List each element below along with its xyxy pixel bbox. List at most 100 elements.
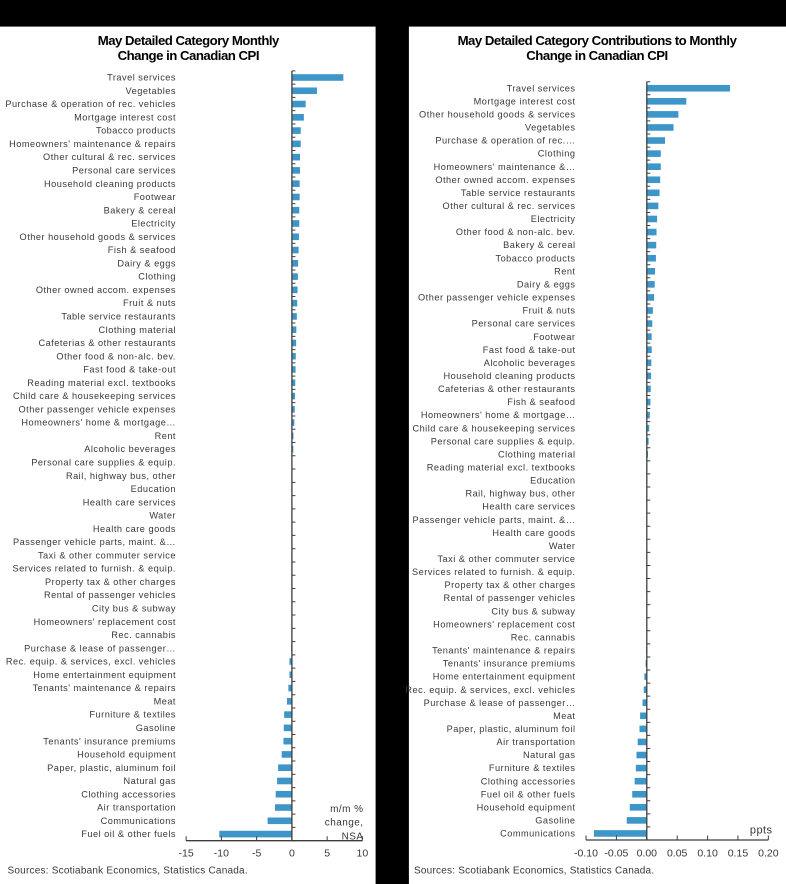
svg-text:Homeowners' replacement cost: Homeowners' replacement cost bbox=[433, 619, 575, 629]
svg-text:Dairy & eggs: Dairy & eggs bbox=[117, 258, 176, 268]
svg-text:Footwear: Footwear bbox=[134, 192, 176, 202]
svg-text:Fruit & nuts: Fruit & nuts bbox=[523, 306, 576, 316]
svg-text:Rec. cannabis: Rec. cannabis bbox=[511, 632, 576, 642]
svg-text:Dairy & eggs: Dairy & eggs bbox=[517, 279, 576, 289]
svg-text:-0.10: -0.10 bbox=[574, 848, 598, 860]
svg-text:Paper, plastic, aluminum foil: Paper, plastic, aluminum foil bbox=[47, 763, 176, 773]
svg-text:Rental of passenger vehicles: Rental of passenger vehicles bbox=[44, 590, 176, 600]
svg-text:-15: -15 bbox=[179, 848, 194, 860]
svg-text:Health care goods: Health care goods bbox=[93, 524, 176, 534]
svg-text:Homeowners' home & mortgage…: Homeowners' home & mortgage… bbox=[421, 410, 576, 420]
svg-text:Tenants' insurance premiums: Tenants' insurance premiums bbox=[443, 659, 576, 669]
svg-text:Fish & seafood: Fish & seafood bbox=[507, 397, 575, 407]
svg-text:Other passenger vehicle expens: Other passenger vehicle expenses bbox=[418, 293, 575, 303]
svg-text:Electricity: Electricity bbox=[131, 219, 176, 229]
svg-text:Other passenger vehicle expens: Other passenger vehicle expenses bbox=[19, 404, 176, 414]
svg-text:Change in Canadian CPI: Change in Canadian CPI bbox=[118, 48, 259, 63]
svg-text:Clothing material: Clothing material bbox=[498, 449, 575, 459]
svg-text:Fruit & nuts: Fruit & nuts bbox=[123, 298, 176, 308]
svg-text:Other food & non-alc. bev.: Other food & non-alc. bev. bbox=[456, 227, 576, 237]
svg-text:0.00: 0.00 bbox=[637, 848, 658, 860]
svg-text:Child care & housekeeping serv: Child care & housekeeping services bbox=[13, 391, 176, 401]
svg-text:change,: change, bbox=[325, 818, 364, 829]
svg-text:Alcoholic beverages: Alcoholic beverages bbox=[484, 358, 576, 368]
svg-text:Communications: Communications bbox=[500, 829, 575, 839]
svg-text:Cafeterias & other restaurants: Cafeterias & other restaurants bbox=[38, 338, 176, 348]
svg-text:Other owned accom. expenses: Other owned accom. expenses bbox=[36, 285, 176, 295]
svg-text:Personal care supplies & equip: Personal care supplies & equip. bbox=[31, 458, 176, 468]
svg-text:Meat: Meat bbox=[553, 711, 575, 721]
svg-text:Natural gas: Natural gas bbox=[523, 750, 575, 760]
svg-text:Services related to furnish. &: Services related to furnish. & equip. bbox=[12, 564, 176, 574]
svg-text:Table service restaurants: Table service restaurants bbox=[461, 188, 576, 198]
svg-text:Other owned accom. expenses: Other owned accom. expenses bbox=[435, 175, 575, 185]
svg-text:Passenger vehicle parts, maint: Passenger vehicle parts, maint. &… bbox=[13, 537, 176, 547]
svg-text:Household equipment: Household equipment bbox=[477, 802, 576, 812]
svg-text:Tenants' insurance premiums: Tenants' insurance premiums bbox=[43, 736, 176, 746]
svg-text:ppts: ppts bbox=[750, 825, 773, 837]
svg-text:Clothing: Clothing bbox=[138, 272, 176, 282]
svg-text:Rental of passenger vehicles: Rental of passenger vehicles bbox=[444, 593, 576, 603]
svg-text:Rent: Rent bbox=[155, 431, 176, 441]
svg-text:Bakery & cereal: Bakery & cereal bbox=[104, 205, 176, 215]
svg-text:Alcoholic beverages: Alcoholic beverages bbox=[84, 444, 176, 454]
svg-text:Purchase & operation of rec. v: Purchase & operation of rec. vehicles bbox=[5, 99, 176, 109]
svg-text:Education: Education bbox=[131, 484, 176, 494]
svg-text:Air transportation: Air transportation bbox=[497, 737, 576, 747]
svg-text:Sources: Scotiabank Economics,: Sources: Scotiabank Economics, Statistic… bbox=[414, 866, 654, 877]
svg-text:Gasoline: Gasoline bbox=[136, 723, 176, 733]
svg-text:Vegetables: Vegetables bbox=[126, 86, 176, 96]
svg-text:Personal care supplies & equip: Personal care supplies & equip. bbox=[431, 436, 576, 446]
svg-text:10: 10 bbox=[357, 848, 369, 860]
svg-text:Health care goods: Health care goods bbox=[492, 528, 575, 538]
svg-text:Tobacco products: Tobacco products bbox=[96, 126, 176, 136]
svg-text:0: 0 bbox=[289, 848, 295, 860]
svg-text:m/m %: m/m % bbox=[330, 804, 363, 815]
svg-text:Tenants' maintenance & repairs: Tenants' maintenance & repairs bbox=[432, 646, 575, 656]
svg-text:Clothing material: Clothing material bbox=[99, 325, 176, 335]
svg-text:Property tax & other charges: Property tax & other charges bbox=[445, 580, 576, 590]
svg-text:Mortgage interest cost: Mortgage interest cost bbox=[74, 112, 176, 122]
svg-text:Household cleaning products: Household cleaning products bbox=[444, 371, 576, 381]
svg-text:Travel services: Travel services bbox=[107, 73, 176, 83]
svg-text:Table service restaurants: Table service restaurants bbox=[61, 312, 176, 322]
svg-text:NSA: NSA bbox=[342, 831, 364, 842]
svg-text:-0.05: -0.05 bbox=[604, 848, 628, 860]
svg-text:Homeowners' maintenance &…: Homeowners' maintenance &… bbox=[434, 162, 576, 172]
svg-text:Other household goods & servic: Other household goods & services bbox=[20, 232, 176, 242]
svg-text:Fuel oil & other fuels: Fuel oil & other fuels bbox=[81, 829, 176, 839]
svg-text:Reading material excl. textboo: Reading material excl. textbooks bbox=[427, 462, 576, 472]
svg-text:Property tax & other charges: Property tax & other charges bbox=[45, 577, 176, 587]
svg-text:Fast food & take-out: Fast food & take-out bbox=[83, 365, 176, 375]
svg-text:5: 5 bbox=[324, 848, 330, 860]
svg-text:Homeowners' home & mortgage…: Homeowners' home & mortgage… bbox=[21, 418, 176, 428]
svg-text:Meat: Meat bbox=[154, 696, 176, 706]
svg-text:Taxi & other commuter service: Taxi & other commuter service bbox=[38, 550, 176, 560]
svg-text:Child care & housekeeping serv: Child care & housekeeping services bbox=[412, 423, 575, 433]
svg-text:Homeowners' replacement cost: Homeowners' replacement cost bbox=[34, 617, 176, 627]
svg-text:Home entertainment equipment: Home entertainment equipment bbox=[433, 672, 576, 682]
svg-text:Purchase & lease of passenger…: Purchase & lease of passenger… bbox=[424, 698, 576, 708]
svg-text:Personal care services: Personal care services bbox=[72, 166, 176, 176]
svg-text:Personal care services: Personal care services bbox=[472, 319, 576, 329]
svg-text:Homeowners' maintenance & repa: Homeowners' maintenance & repairs bbox=[9, 139, 176, 149]
svg-text:Rent: Rent bbox=[554, 266, 575, 276]
svg-text:0.10: 0.10 bbox=[697, 848, 718, 860]
svg-text:Passenger vehicle parts, maint: Passenger vehicle parts, maint. &… bbox=[412, 515, 575, 525]
svg-text:Other food & non-alc. bev.: Other food & non-alc. bev. bbox=[56, 351, 176, 361]
svg-text:0.15: 0.15 bbox=[728, 848, 749, 860]
svg-text:Rec. cannabis: Rec. cannabis bbox=[111, 630, 176, 640]
svg-text:Mortgage interest cost: Mortgage interest cost bbox=[474, 96, 576, 106]
svg-text:Travel services: Travel services bbox=[507, 83, 576, 93]
svg-text:Fuel oil & other fuels: Fuel oil & other fuels bbox=[481, 789, 576, 799]
svg-text:Water: Water bbox=[549, 541, 576, 551]
svg-text:Fish & seafood: Fish & seafood bbox=[108, 245, 176, 255]
svg-text:Rec. equip. & services, excl.: Rec. equip. & services, excl. vehicles bbox=[405, 685, 575, 695]
svg-text:Rail, highway bus, other: Rail, highway bus, other bbox=[465, 489, 575, 499]
svg-text:May Detailed Category Contribu: May Detailed Category Contributions to M… bbox=[458, 33, 738, 48]
svg-text:Sources: Scotiabank Economics,: Sources: Scotiabank Economics, Statistic… bbox=[8, 866, 248, 877]
svg-text:Tenants' maintenance & repairs: Tenants' maintenance & repairs bbox=[33, 683, 176, 693]
svg-text:Education: Education bbox=[530, 476, 575, 486]
svg-text:Reading material excl. textboo: Reading material excl. textbooks bbox=[27, 378, 176, 388]
svg-text:Change in Canadian CPI: Change in Canadian CPI bbox=[526, 48, 667, 63]
